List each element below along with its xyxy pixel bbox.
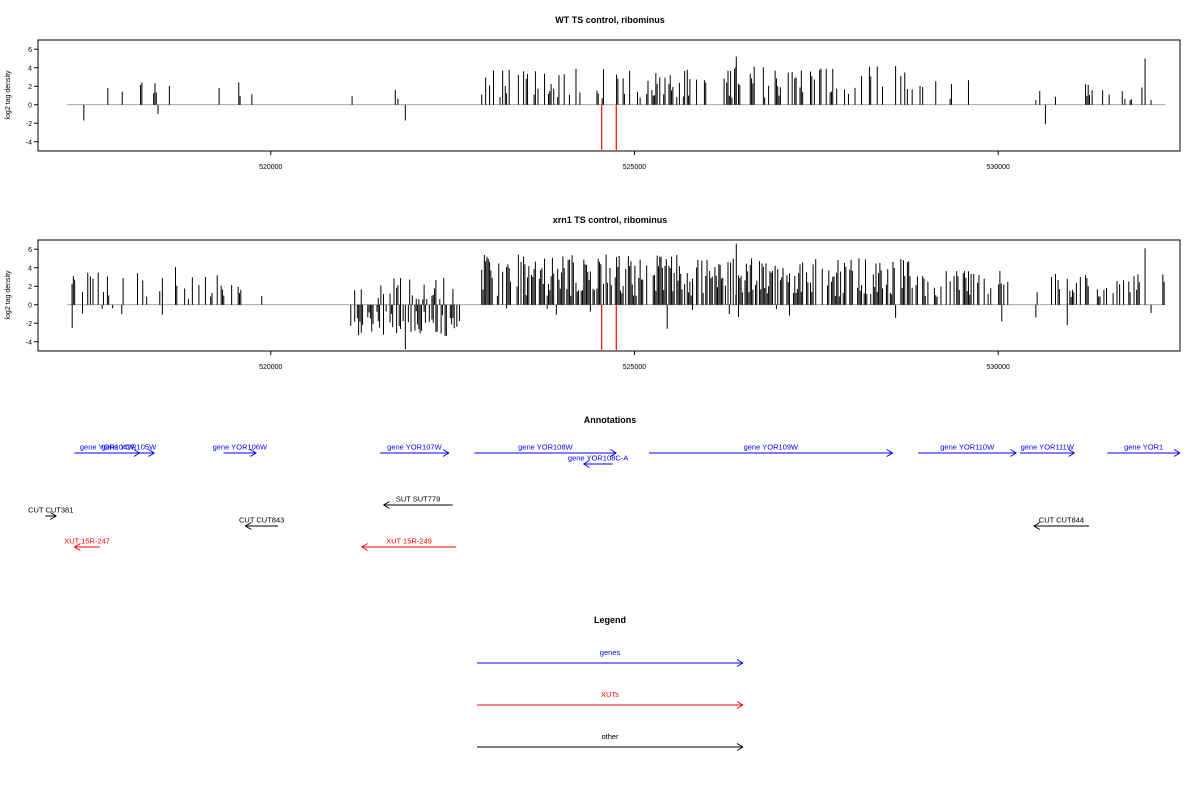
- x-tick-label: 525000: [623, 364, 646, 371]
- feature-arrow: [45, 512, 57, 520]
- plot-frame: [37, 39, 1181, 152]
- feature-label: gene YOR111W: [1021, 443, 1075, 452]
- y-tick-label: 6: [28, 247, 32, 254]
- feature-label: gene YOR105W: [102, 443, 157, 452]
- feature-arrow: [1107, 449, 1181, 457]
- x-tick-label: 530000: [986, 164, 1009, 171]
- y-tick-label: 0: [28, 302, 32, 309]
- feature-arrow: [583, 460, 613, 468]
- y-tick-label: -4: [26, 139, 32, 146]
- legend-label: genes: [600, 648, 621, 657]
- feature-arrow: [1019, 449, 1075, 457]
- feature-label: gene YOR1: [1124, 443, 1163, 452]
- legend-panel: Legend genes XUTs other: [477, 615, 744, 751]
- feature-label: CUT CUT843: [239, 516, 284, 525]
- feature-arrow: [1033, 522, 1090, 530]
- feature-arrow: [649, 449, 893, 457]
- y-tick-label: 0: [28, 102, 32, 109]
- y-tick-label: 4: [28, 65, 32, 72]
- feature-arrow: [361, 543, 457, 551]
- y-tick-label: 2: [28, 284, 32, 291]
- panel-wt: WT TS control, ribominus log2 tag densit…: [5, 15, 1181, 171]
- y-tick-label: -4: [26, 339, 32, 346]
- feature-label: XUT 15R-249: [386, 537, 432, 546]
- axes: -4 -2 0 2 4 6 520000 525000 530000: [26, 47, 1010, 171]
- x-tick-label: 520000: [259, 164, 282, 171]
- annotations-title: Annotations: [584, 415, 637, 425]
- feature-label: gene YOR109W: [744, 443, 799, 452]
- feature-label: gene YOR110W: [940, 443, 995, 452]
- data-bars: [67, 243, 1166, 351]
- feature-arrow: [223, 449, 257, 457]
- feature-label: gene YOR106W: [213, 443, 268, 452]
- x-tick-label: 520000: [259, 364, 282, 371]
- panel-title: WT TS control, ribominus: [555, 15, 665, 25]
- feature-label: CUT CUT381: [28, 506, 73, 515]
- y-axis-label: log2 tag density: [5, 270, 12, 320]
- y-tick-label: -2: [26, 321, 32, 328]
- feature-arrow: [245, 522, 279, 530]
- x-tick-label: 530000: [986, 364, 1009, 371]
- y-axis-label: log2 tag density: [5, 70, 12, 120]
- feature-arrow: [383, 501, 453, 509]
- feature-arrow: [74, 543, 100, 551]
- legend-arrow: [477, 743, 744, 751]
- feature-arrow: [918, 449, 1017, 457]
- y-tick-label: -2: [26, 121, 32, 128]
- feature-label: gene YOR108C-A: [568, 454, 628, 463]
- feature-label: SUT SUT779: [396, 495, 440, 504]
- axes: -4 -2 0 2 4 6 520000 525000 530000: [26, 247, 1010, 371]
- feature-label: gene YOR104W: [80, 443, 135, 452]
- feature-label: XUT 15R-247: [64, 537, 110, 546]
- plot-frame: [37, 239, 1181, 352]
- legend-label: other: [601, 732, 619, 741]
- y-tick-label: 2: [28, 84, 32, 91]
- feature-arrow: [103, 449, 155, 457]
- feature-arrow: [379, 449, 450, 457]
- x-tick-label: 525000: [623, 164, 646, 171]
- feature-arrow: [474, 449, 617, 457]
- feature-label: gene YOR107W: [387, 443, 442, 452]
- legend-arrow: [477, 701, 744, 709]
- legend-label: XUTs: [601, 690, 619, 699]
- y-tick-label: 4: [28, 265, 32, 272]
- panel-title: xrn1 TS control, ribominus: [553, 215, 668, 225]
- data-bars: [67, 56, 1166, 151]
- y-tick-label: 6: [28, 47, 32, 54]
- feature-label: CUT CUT844: [1039, 516, 1084, 525]
- legend-items: genes XUTs other: [477, 648, 744, 751]
- legend-arrow: [477, 659, 744, 667]
- legend-title: Legend: [594, 615, 626, 625]
- feature-label: gene YOR108W: [518, 443, 573, 452]
- panel-xrn1: xrn1 TS control, ribominus log2 tag dens…: [5, 215, 1181, 371]
